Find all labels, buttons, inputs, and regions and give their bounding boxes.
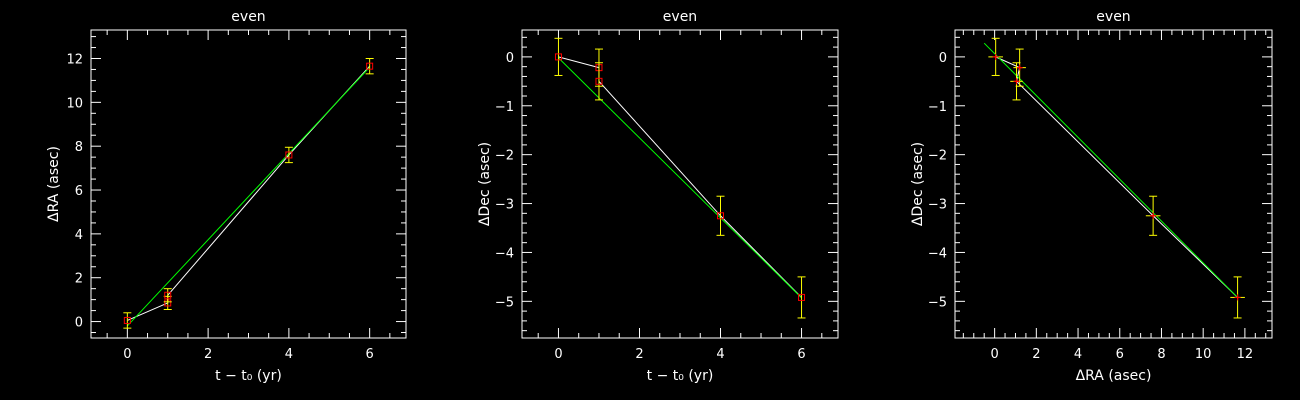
y-axis-label: ΔRA (asec) — [46, 146, 62, 222]
x-axis-label: t − t₀ (yr) — [215, 368, 282, 384]
panel-3: even 0 2 4 6 8 10 12 0 −1 −2 −3 −4 −5 ΔRA (asec) ΔDec (… — [910, 9, 1273, 384]
x-tick-label: 6 — [797, 347, 805, 362]
data-point — [554, 53, 562, 61]
y-tick-label: 0 — [506, 51, 514, 66]
x-tick-label: 2 — [204, 347, 212, 362]
data-point — [717, 212, 725, 220]
fit-line — [126, 66, 371, 327]
y-tick-label: −3 — [928, 198, 947, 213]
panel-1: even 0 2 4 6 0 2 4 6 8 10 12 t − t₀ (yr) ΔRA (asec) — [46, 9, 407, 384]
x-tick-label: 0 — [123, 347, 131, 362]
data-point — [123, 316, 131, 324]
x-tick-label: 4 — [285, 347, 293, 362]
x-tick-label: 6 — [366, 347, 374, 362]
y-tick-label: −1 — [928, 100, 947, 115]
x-tick-label: 4 — [716, 347, 724, 362]
y-tick-label: 10 — [66, 96, 83, 111]
panel-2: even 0 2 4 6 0 −1 −2 −3 −4 −5 t − t₀ (yr) ΔDec (asec… — [477, 9, 839, 384]
y-tick-label: 0 — [939, 51, 947, 66]
x-axis-label: t − t₀ (yr) — [647, 368, 714, 384]
y-tick-label: 2 — [75, 272, 83, 287]
x-tick-label: 2 — [1032, 347, 1040, 362]
x-tick-label: 4 — [1074, 347, 1082, 362]
y-axis-label: ΔDec (asec) — [477, 142, 493, 226]
data-point — [798, 293, 806, 301]
y-axis-label: ΔDec (asec) — [910, 142, 926, 226]
y-tick-label: −3 — [495, 198, 514, 213]
y-tick-label: 4 — [75, 228, 83, 243]
data-point — [366, 62, 374, 70]
x-axis-label: ΔRA (asec) — [1076, 368, 1152, 384]
y-tick-label: −5 — [928, 295, 947, 310]
y-tick-label: 12 — [66, 52, 83, 67]
fit-line — [558, 57, 802, 299]
y-tick-label: 6 — [75, 184, 83, 199]
x-tick-label: 6 — [1116, 347, 1124, 362]
x-tick-label: 12 — [1237, 347, 1254, 362]
data-point — [285, 151, 293, 159]
x-tick-label: 2 — [635, 347, 643, 362]
data-point — [164, 291, 172, 299]
plot-frame — [90, 29, 407, 339]
data-connect-line — [127, 65, 371, 321]
chart-title: even — [1096, 9, 1130, 25]
y-tick-label: −4 — [928, 246, 947, 261]
y-tick-label: 8 — [75, 140, 83, 155]
fit-line — [983, 42, 1238, 298]
y-tick-label: −1 — [495, 100, 514, 115]
y-tick-label: −5 — [495, 295, 514, 310]
y-tick-label: −4 — [495, 246, 514, 261]
y-tick-label: −2 — [495, 149, 514, 164]
plot-frame — [954, 29, 1273, 339]
x-tick-label: 8 — [1157, 347, 1165, 362]
chart-title: even — [231, 9, 265, 25]
data-point — [595, 77, 603, 85]
x-tick-label: 0 — [990, 347, 998, 362]
y-tick-label: 0 — [75, 316, 83, 331]
chart-title: even — [663, 9, 697, 25]
y-tick-label: −2 — [928, 149, 947, 164]
plot-frame — [521, 29, 839, 339]
x-tick-label: 10 — [1195, 347, 1212, 362]
x-tick-label: 0 — [554, 347, 562, 362]
